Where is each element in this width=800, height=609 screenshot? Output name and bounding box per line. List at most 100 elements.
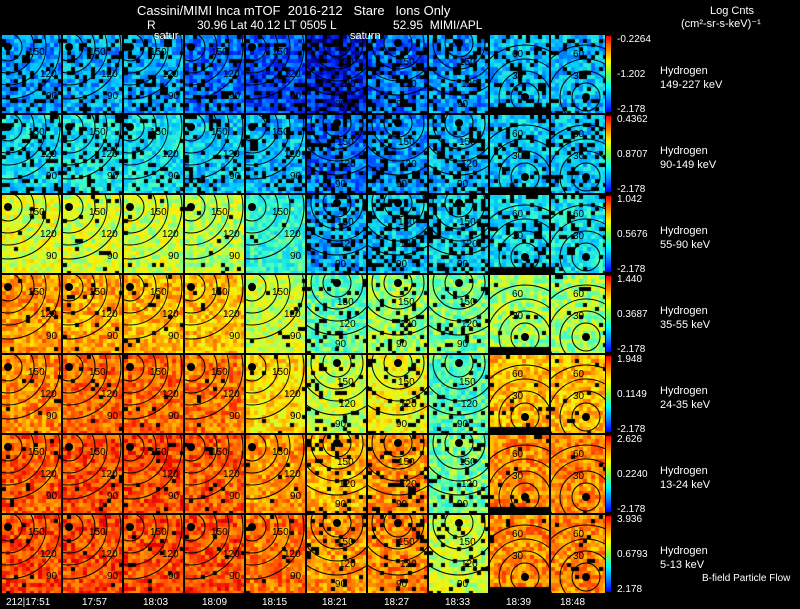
time-label: 17:57 [82, 597, 108, 608]
image-cell: 60 30 [490, 115, 549, 193]
energy-label: 55-90 keV [660, 239, 711, 251]
intensity-image [368, 515, 427, 593]
image-cell: 150 120 90 [246, 195, 305, 273]
intensity-image [307, 275, 366, 353]
species-label: Hydrogen [660, 225, 708, 237]
image-cell: 150 120 90 [429, 515, 488, 593]
colorbar [605, 115, 612, 193]
intensity-image [551, 115, 610, 193]
intensity-image [368, 355, 427, 433]
intensity-image [429, 515, 488, 593]
energy-label: 24-35 keV [660, 399, 711, 411]
colorbar [605, 355, 612, 433]
image-cell: 150 120 90 [124, 35, 183, 113]
units: (cm²-sr-s-keV)⁻¹ [681, 18, 761, 30]
image-cell: 150 120 90 [246, 275, 305, 353]
intensity-image [185, 515, 244, 593]
image-cell: 150 120 90 [368, 115, 427, 193]
image-cell: 150 120 90 [2, 355, 61, 433]
colorbar-mid: 0.5676 [617, 229, 648, 240]
intensity-image [246, 515, 305, 593]
intensity-image [307, 195, 366, 273]
colorbar-min: -2.178 [617, 504, 646, 515]
image-cell: 60 30 [490, 355, 549, 433]
species-label: Hydrogen [660, 65, 708, 77]
image-cell: 150 120 90 [307, 515, 366, 593]
intensity-image [429, 35, 488, 113]
image-cell: 150 120 90 [2, 435, 61, 513]
image-cell: 60 30 [551, 275, 610, 353]
intensity-image [551, 515, 610, 593]
colorbar-max: 1.948 [617, 354, 643, 365]
image-cell: 150 120 90 [63, 115, 122, 193]
intensity-image [2, 515, 61, 593]
intensity-image [429, 355, 488, 433]
saturation-label-1: satur [154, 30, 179, 42]
intensity-image [429, 275, 488, 353]
image-cell: 150 120 90 [246, 355, 305, 433]
intensity-image [185, 195, 244, 273]
image-cell: 150 120 90 [429, 435, 488, 513]
intensity-image [124, 275, 183, 353]
image-cell: 150 120 90 [124, 195, 183, 273]
image-cell: 150 120 90 [368, 275, 427, 353]
intensity-image [124, 35, 183, 113]
intensity-image [490, 355, 549, 433]
image-cell: 60 30 [490, 35, 549, 113]
time-label: 18:15 [262, 597, 288, 608]
intensity-image [246, 355, 305, 433]
intensity-image [246, 275, 305, 353]
energy-label: 149-227 keV [660, 79, 723, 91]
intensity-image [429, 195, 488, 273]
intensity-image [2, 35, 61, 113]
position-values: 30.96 Lat 40.12 LT 0505 L [197, 18, 337, 32]
image-cell: 60 30 [490, 515, 549, 593]
image-cell: 150 120 90 [185, 195, 244, 273]
intensity-image [490, 275, 549, 353]
image-cell: 150 120 90 [124, 515, 183, 593]
intensity-image [307, 35, 366, 113]
intensity-image [368, 195, 427, 273]
image-cell: 150 120 90 [2, 115, 61, 193]
time-label: 18:03 [143, 597, 169, 608]
intensity-image [185, 355, 244, 433]
image-cell: 150 120 90 [246, 115, 305, 193]
intensity-image [429, 435, 488, 513]
intensity-image [307, 435, 366, 513]
intensity-image [185, 275, 244, 353]
image-cell: 150 120 90 [2, 195, 61, 273]
intensity-image [124, 515, 183, 593]
footer-label: B-field Particle Flow [702, 573, 791, 584]
image-cell: 150 120 90 [429, 275, 488, 353]
intensity-image [368, 275, 427, 353]
image-cell: 150 120 90 [63, 275, 122, 353]
image-cell: 150 120 90 [185, 115, 244, 193]
image-cell: 150 120 90 [63, 195, 122, 273]
image-cell: 150 120 90 [368, 35, 427, 113]
image-cell: 150 120 90 [429, 115, 488, 193]
colorbar-min: -2.178 [617, 104, 646, 115]
image-cell: 150 120 90 [368, 195, 427, 273]
colorbar [605, 275, 612, 353]
intensity-image [368, 435, 427, 513]
image-cell: 60 30 [551, 435, 610, 513]
image-cell: 150 120 90 [185, 35, 244, 113]
image-cell: 150 120 90 [185, 435, 244, 513]
colorbar-mid: -1.202 [617, 69, 646, 80]
intensity-image [246, 115, 305, 193]
image-cell: 150 120 90 [124, 275, 183, 353]
image-cell: 150 120 90 [63, 355, 122, 433]
colorbar-max: 1.042 [617, 194, 643, 205]
intensity-image [490, 515, 549, 593]
intensity-image [63, 275, 122, 353]
image-cell: 150 120 90 [2, 515, 61, 593]
r-label: R [147, 18, 156, 32]
image-cell: 60 30 [551, 355, 610, 433]
image-cell: 60 30 [490, 275, 549, 353]
colorbar-max: 2.626 [617, 434, 643, 445]
energy-label: 5-13 keV [660, 559, 705, 571]
intensity-image [490, 195, 549, 273]
species-label: Hydrogen [660, 465, 708, 477]
image-cell: 60 30 [551, 195, 610, 273]
intensity-image [551, 195, 610, 273]
